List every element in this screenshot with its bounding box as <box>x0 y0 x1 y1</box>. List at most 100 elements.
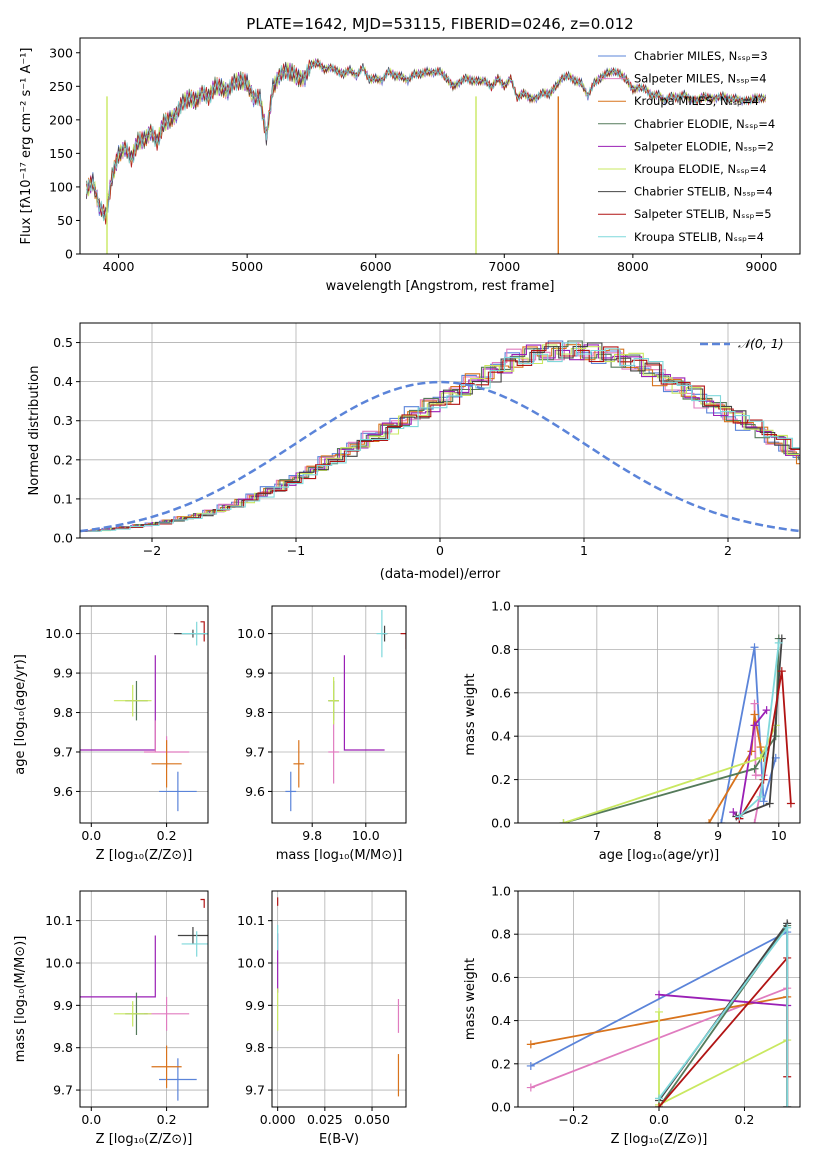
mass-vs-Z-ytick-label: 10.1 <box>45 913 73 928</box>
weight-vs-age-point-marker <box>750 819 759 823</box>
mass-vs-Z-step-line <box>80 935 156 998</box>
weight-vs-age-point-marker <box>756 753 765 762</box>
mass-vs-ebv-xtick-label: 0.025 <box>307 1112 343 1127</box>
age-vs-mass-step-line <box>343 655 385 751</box>
weight-vs-Z-ytick-label: 0.8 <box>491 927 511 942</box>
weight-vs-age-point-marker <box>735 812 744 821</box>
weight-vs-age-series-line <box>563 638 780 823</box>
residuals-xtick-label: 0 <box>436 543 444 558</box>
weight-vs-age-point-marker <box>750 643 759 652</box>
residuals-xtick-label: 2 <box>724 543 732 558</box>
spectrum-ytick-label: 100 <box>49 179 73 194</box>
residuals-histogram-step <box>80 342 800 532</box>
weight-vs-Z-point-marker <box>526 1083 535 1092</box>
weight-vs-age-xtick-label: 7 <box>593 828 601 843</box>
weight-vs-Z-ytick-label: 0.4 <box>491 1013 511 1028</box>
spectrum-xtick-label: 8000 <box>617 259 649 274</box>
spectrum-ytick-label: 150 <box>49 146 73 161</box>
weight-vs-age-point-marker <box>759 797 768 806</box>
mass-vs-ebv-ytick-label: 10.0 <box>237 956 265 971</box>
weight-vs-age-ytick-label: 1.0 <box>491 599 511 614</box>
spectrum-xtick-label: 6000 <box>360 259 392 274</box>
age-vs-Z-ylabel: age [log₁₀(age/yr)] <box>13 654 28 775</box>
mass-vs-Z-ytick-label: 9.7 <box>53 1083 73 1098</box>
weight-vs-Z-series-line <box>658 955 789 1107</box>
spectrum-xtick-label: 5000 <box>231 259 263 274</box>
weight-vs-Z-series-line <box>658 993 788 1007</box>
spectrum-ytick-label: 0 <box>65 247 73 262</box>
weight-vs-age-point-marker <box>717 819 726 823</box>
residuals-frame <box>79 322 801 539</box>
weight-vs-age-point-marker <box>750 710 759 719</box>
residuals-xtick-label: −1 <box>287 543 305 558</box>
spectrum-legend-label: Salpeter MILES, Nₛₛₚ=4 <box>634 72 767 86</box>
weight-vs-age-ytick-label: 0.0 <box>491 816 511 831</box>
age-vs-mass-frame <box>271 605 407 824</box>
weight-vs-age-ytick-label: 0.8 <box>491 642 511 657</box>
weight-vs-age-point-marker <box>750 699 759 708</box>
mass-vs-Z-frame <box>79 890 209 1108</box>
age-vs-Z-ytick-label: 10.0 <box>45 626 73 641</box>
mass-vs-Z-step-line <box>200 898 205 908</box>
weight-vs-age-point-marker <box>762 706 771 715</box>
weight-vs-Z-ytick-label: 0.6 <box>491 970 511 985</box>
spectrum-legend-label: Kroupa STELIB, Nₛₛₚ=4 <box>634 230 764 244</box>
spectrum-xtick-label: 9000 <box>746 259 778 274</box>
spectrum-legend-label: Chabrier MILES, Nₛₛₚ=3 <box>634 49 768 63</box>
weight-vs-age-xtick-label: 8 <box>654 828 662 843</box>
age-vs-Z-xtick-label: 0.2 <box>157 828 177 843</box>
weight-vs-age-point-marker <box>729 808 738 817</box>
spectrum-frame <box>79 37 801 255</box>
weight-vs-Z-xlabel: Z [log₁₀(Z/Z⊙)] <box>611 1132 708 1147</box>
age-vs-Z-ytick-label: 9.9 <box>53 666 73 681</box>
residuals-histogram-step <box>81 344 800 532</box>
weight-vs-age-xtick-label: 10 <box>771 828 787 843</box>
mass-vs-ebv-ytick-label: 9.9 <box>245 998 265 1013</box>
age-vs-mass-xtick-label: 9.8 <box>302 828 322 843</box>
weight-vs-age-point-marker <box>756 743 765 752</box>
weight-vs-age-point-marker <box>756 792 765 801</box>
weight-vs-age-ytick-label: 0.4 <box>491 729 511 744</box>
spectrum-legend-label: Salpeter ELODIE, Nₛₛₚ=2 <box>634 139 774 153</box>
age-vs-mass-ytick-label: 10.0 <box>237 626 265 641</box>
weight-vs-age-series-line <box>720 647 777 823</box>
weight-vs-Z-point-marker <box>655 1007 663 1016</box>
weight-vs-age-point-marker <box>771 732 780 741</box>
residuals-histogram-step <box>83 342 800 532</box>
weight-vs-age-point-marker <box>751 771 760 780</box>
mass-vs-ebv-ytick-label: 9.7 <box>245 1083 265 1098</box>
mass-vs-ebv-ytick-label: 10.1 <box>237 913 265 928</box>
weight-vs-age-point-marker <box>786 799 795 808</box>
mass-vs-Z-ytick-label: 9.8 <box>53 1040 73 1055</box>
weight-vs-age-point-marker <box>777 634 786 643</box>
spectrum-legend-label: Chabrier ELODIE, Nₛₛₚ=4 <box>634 117 775 131</box>
age-vs-mass-ytick-label: 9.9 <box>245 666 265 681</box>
residuals-legend-label: 𝒩(0, 1) <box>738 336 784 351</box>
mass-vs-Z-xtick-label: 0.2 <box>157 1112 177 1127</box>
spectrum-ytick-label: 250 <box>49 79 73 94</box>
weight-vs-Z-point-marker <box>655 1103 663 1107</box>
residuals-ytick-label: 0.1 <box>53 491 73 506</box>
spectrum-series-line <box>86 58 766 225</box>
weight-vs-age-series-line <box>563 725 777 823</box>
residuals-ytick-label: 0.3 <box>53 413 73 428</box>
weight-vs-age-xlabel: age [log₁₀(age/yr)] <box>599 848 720 863</box>
weight-vs-age-frame <box>517 605 801 824</box>
spectrum-ytick-label: 200 <box>49 112 73 127</box>
weight-vs-Z-frame <box>517 890 801 1108</box>
weight-vs-age-ytick-label: 0.6 <box>491 685 511 700</box>
age-vs-Z-ytick-label: 9.6 <box>53 784 73 799</box>
weight-vs-Z-point-marker <box>526 1040 535 1049</box>
weight-vs-age-ylabel: mass weight <box>463 673 478 755</box>
weight-vs-Z-point-marker <box>655 990 663 999</box>
spectrum-xtick-label: 4000 <box>103 259 135 274</box>
weight-vs-age-point-marker <box>765 799 774 808</box>
residuals-xtick-label: 1 <box>580 543 588 558</box>
spectrum-xlabel: wavelength [Angstrom, rest frame] <box>326 279 555 294</box>
residuals-ytick-label: 0.0 <box>53 531 73 546</box>
age-vs-Z-frame <box>79 605 209 824</box>
weight-vs-age-point-marker <box>750 764 759 773</box>
weight-vs-Z-xtick-label: 0.2 <box>735 1112 755 1127</box>
spectrum-ylabel: Flux [fλ10⁻¹⁷ erg cm⁻² s⁻¹ A⁻¹] <box>19 48 34 245</box>
